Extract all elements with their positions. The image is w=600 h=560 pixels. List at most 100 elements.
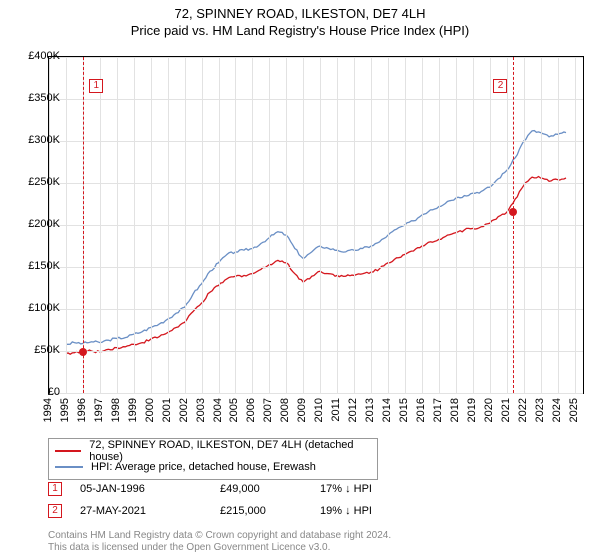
x-tick-label: 1999 (127, 398, 139, 422)
series-hpi (66, 131, 566, 345)
x-tick-label: 2017 (432, 398, 444, 422)
gridline-v (235, 57, 236, 393)
x-tick-label: 2016 (415, 398, 427, 422)
gridline-h (49, 183, 583, 184)
sales-date: 05-JAN-1996 (80, 483, 220, 495)
attribution-line1: Contains HM Land Registry data © Crown c… (48, 530, 590, 542)
x-tick-label: 1995 (59, 398, 71, 422)
chart: 12 (48, 56, 584, 394)
x-tick-label: 2022 (517, 398, 529, 422)
x-tick-label: 2019 (466, 398, 478, 422)
gridline-v (320, 57, 321, 393)
gridline-v (134, 57, 135, 393)
y-tick-label: £0 (48, 386, 60, 398)
gridline-v (507, 57, 508, 393)
y-tick-label: £250K (28, 176, 60, 188)
x-tick-label: 1994 (42, 398, 54, 422)
gridline-v (219, 57, 220, 393)
gridline-v (303, 57, 304, 393)
sales-price: £49,000 (220, 483, 320, 495)
sales-row: 1 05-JAN-1996£49,00017% ↓ HPI (48, 480, 420, 498)
gridline-v (575, 57, 576, 393)
gridline-h (49, 393, 583, 394)
x-tick-label: 2013 (364, 398, 376, 422)
y-tick-label: £350K (28, 92, 60, 104)
x-tick-label: 1997 (93, 398, 105, 422)
sale-vline (513, 57, 514, 393)
x-tick-label: 2010 (313, 398, 325, 422)
gridline-v (439, 57, 440, 393)
x-tick-label: 2018 (449, 398, 461, 422)
x-tick-label: 2023 (534, 398, 546, 422)
gridline-v (252, 57, 253, 393)
x-tick-label: 2014 (381, 398, 393, 422)
gridline-h (49, 267, 583, 268)
page-title: 72, SPINNEY ROAD, ILKESTON, DE7 4LH (0, 6, 600, 21)
gridline-v (286, 57, 287, 393)
gridline-v (473, 57, 474, 393)
gridline-v (117, 57, 118, 393)
x-tick-label: 2024 (551, 398, 563, 422)
sales-marker: 2 (48, 504, 62, 518)
gridline-h (49, 309, 583, 310)
legend-row: 72, SPINNEY ROAD, ILKESTON, DE7 4LH (det… (55, 443, 371, 459)
gridline-v (185, 57, 186, 393)
x-tick-label: 2001 (161, 398, 173, 422)
legend-swatch (55, 466, 83, 468)
gridline-v (558, 57, 559, 393)
page-subtitle: Price paid vs. HM Land Registry's House … (0, 23, 600, 38)
gridline-h (49, 99, 583, 100)
gridline-v (371, 57, 372, 393)
gridline-v (269, 57, 270, 393)
gridline-v (66, 57, 67, 393)
sale-vline (83, 57, 84, 393)
sales-date: 27-MAY-2021 (80, 505, 220, 517)
x-tick-label: 2012 (347, 398, 359, 422)
gridline-v (354, 57, 355, 393)
sale-dot (79, 348, 87, 356)
x-tick-label: 2007 (262, 398, 274, 422)
sales-diff: 17% ↓ HPI (320, 483, 420, 495)
gridline-v (456, 57, 457, 393)
x-tick-label: 2005 (228, 398, 240, 422)
sales-row: 227-MAY-2021£215,00019% ↓ HPI (48, 502, 420, 520)
legend-label: HPI: Average price, detached house, Erew… (91, 461, 316, 473)
legend: 72, SPINNEY ROAD, ILKESTON, DE7 4LH (det… (48, 438, 378, 480)
y-tick-label: £300K (28, 134, 60, 146)
y-tick-label: £400K (28, 50, 60, 62)
sales-price: £215,000 (220, 505, 320, 517)
y-tick-label: £200K (28, 218, 60, 230)
series-price_paid (66, 177, 566, 355)
x-tick-label: 2008 (279, 398, 291, 422)
x-tick-label: 1996 (76, 398, 88, 422)
x-tick-label: 2015 (398, 398, 410, 422)
gridline-h (49, 351, 583, 352)
gridline-v (490, 57, 491, 393)
legend-swatch (55, 450, 81, 452)
gridline-v (100, 57, 101, 393)
y-tick-label: £50K (34, 344, 60, 356)
sale-marker: 2 (493, 79, 507, 93)
y-tick-label: £150K (28, 260, 60, 272)
gridline-h (49, 225, 583, 226)
attribution: Contains HM Land Registry data © Crown c… (48, 530, 590, 554)
x-tick-label: 2025 (568, 398, 580, 422)
x-tick-label: 2003 (195, 398, 207, 422)
gridline-v (524, 57, 525, 393)
attribution-line2: This data is licensed under the Open Gov… (48, 542, 590, 554)
gridline-v (337, 57, 338, 393)
x-tick-label: 2020 (483, 398, 495, 422)
sales-table: 1 05-JAN-1996£49,00017% ↓ HPI 2 27-MAY-2021… (48, 480, 420, 524)
sale-dot (509, 208, 517, 216)
gridline-v (151, 57, 152, 393)
x-tick-label: 2000 (144, 398, 156, 422)
gridline-h (49, 57, 583, 58)
gridline-h (49, 141, 583, 142)
x-tick-label: 2009 (296, 398, 308, 422)
sales-marker: 1 (48, 482, 62, 496)
x-tick-label: 2006 (245, 398, 257, 422)
gridline-v (168, 57, 169, 393)
gridline-v (541, 57, 542, 393)
gridline-v (202, 57, 203, 393)
x-tick-label: 2011 (330, 398, 342, 422)
